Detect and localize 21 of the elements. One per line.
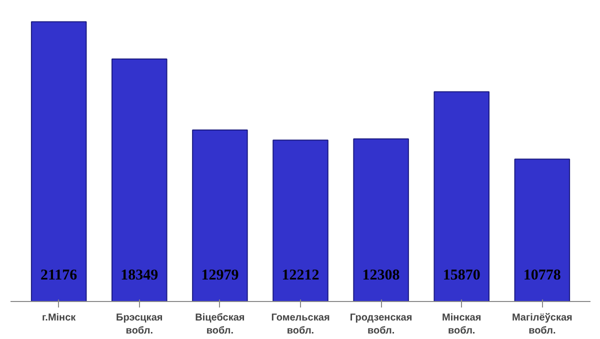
x-tick-label: Гродзенская вобл.: [350, 312, 412, 337]
data-label: 12212: [282, 268, 320, 284]
x-tick-label: Магілёўская вобл.: [512, 312, 573, 337]
x-tick-label: Віцебская вобл.: [195, 312, 245, 337]
x-tick-label: Гомельская вобл.: [271, 312, 330, 337]
bar: [514, 158, 570, 302]
bar: [30, 21, 87, 302]
bar: [112, 58, 168, 302]
x-tick-label: г.Мінск: [42, 312, 77, 324]
data-label: 10778: [523, 268, 561, 284]
data-label: 15870: [442, 268, 480, 284]
bar: [353, 138, 409, 302]
bar: [434, 91, 490, 302]
bar: [192, 130, 248, 302]
bar: [272, 140, 328, 302]
x-tick-label: Мінская вобл.: [442, 312, 482, 337]
x-tick-label: Брэсцкая вобл.: [116, 312, 163, 337]
data-label: 18349: [120, 268, 158, 284]
data-label: 12979: [201, 268, 239, 284]
data-label: 12308: [362, 268, 400, 284]
data-label: 21176: [40, 268, 78, 284]
